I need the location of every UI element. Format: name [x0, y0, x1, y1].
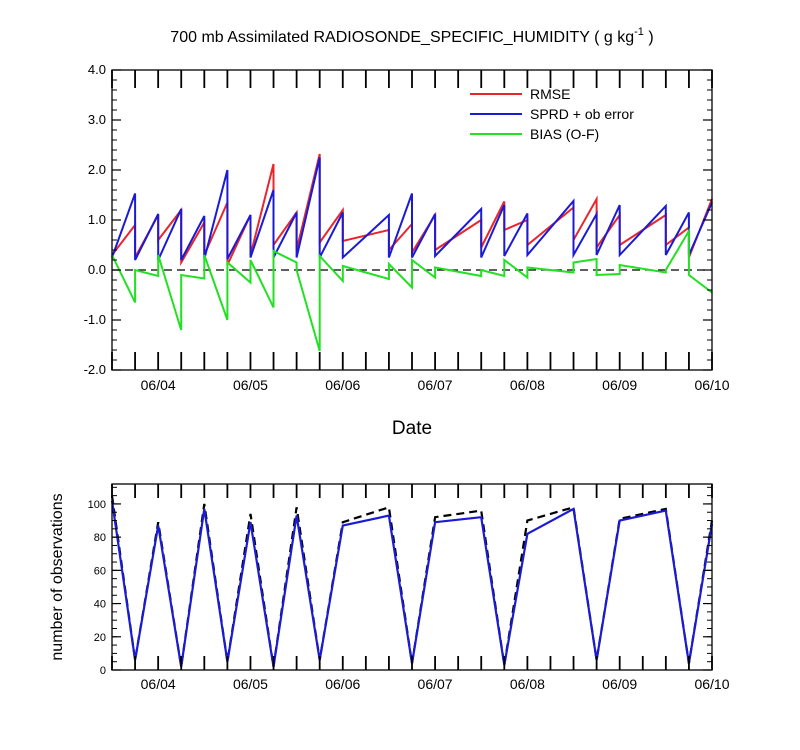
- y-tick-label: 2.0: [88, 162, 106, 177]
- legend-label: SPRD + ob error: [530, 106, 634, 122]
- bottom-plot: 0 20 40 60 80 100 06/04 06/05 06/06 06/07 06/08 06/…: [88, 483, 730, 692]
- bottom-series-group: [110, 495, 714, 667]
- x-tick-label: 06/05: [233, 377, 268, 393]
- x-tick-label: 06/04: [141, 377, 176, 393]
- x-tick-label: 06/09: [602, 676, 637, 692]
- top-plot: -2.0 -1.0 0.0 1.0 2.0 3.0 4.0 06/04 06/05 06/06 06…: [84, 62, 730, 393]
- x-tick-label: 06/09: [602, 377, 637, 393]
- series-line-used: [110, 500, 714, 667]
- y-tick-label: -2.0: [84, 362, 106, 377]
- y-tick-label: 1.0: [88, 212, 106, 227]
- y-tick-label: 40: [94, 599, 106, 611]
- legend: RMSE SPRD + ob error BIAS (O-F): [470, 86, 634, 142]
- legend-label: BIAS (O-F): [530, 126, 599, 142]
- y-tick-label: 20: [94, 632, 106, 644]
- x-tick-label: 06/06: [325, 377, 360, 393]
- bottom-plot-frame: [111, 483, 713, 671]
- y-tick-label: 4.0: [88, 62, 106, 77]
- y-tick-label: 3.0: [88, 112, 106, 127]
- series-line-bias-o-f-: [111, 227, 713, 352]
- x-tick-label: 06/07: [418, 676, 453, 692]
- x-tick-label: 06/08: [510, 377, 545, 393]
- chart-title: 700 mb Assimilated RADIOSONDE_SPECIFIC_H…: [170, 26, 653, 46]
- y-tick-label: 0.0: [88, 262, 106, 277]
- y-tick-label: 60: [94, 565, 106, 577]
- legend-label: RMSE: [530, 86, 570, 102]
- x-tick-label: 06/08: [510, 676, 545, 692]
- y-tick-label: 100: [88, 499, 106, 511]
- x-tick-label: 06/07: [418, 377, 453, 393]
- y-tick-label: 80: [94, 532, 106, 544]
- x-tick-label: 06/06: [325, 676, 360, 692]
- top-ticks: -2.0 -1.0 0.0 1.0 2.0 3.0 4.0 06/04 06/05 06/06 06…: [84, 62, 730, 393]
- chart-title-suffix: ): [644, 29, 654, 46]
- bottom-ticks: 0 20 40 60 80 100 06/04 06/05 06/06 06/07 06/08 06/…: [88, 484, 730, 692]
- x-axis-label: Date: [392, 418, 432, 439]
- chart-title-main: 700 mb Assimilated RADIOSONDE_SPECIFIC_H…: [170, 29, 634, 46]
- series-line-sprd-ob-error: [111, 157, 713, 261]
- top-series-group: [111, 153, 713, 352]
- x-tick-label: 06/05: [233, 676, 268, 692]
- y-tick-label: -1.0: [84, 312, 106, 327]
- y-axis-label-observations: number of observations: [49, 493, 66, 660]
- x-tick-label: 06/04: [141, 676, 176, 692]
- x-tick-label: 06/10: [694, 676, 729, 692]
- chart-title-exponent: -1: [634, 26, 644, 38]
- x-tick-label: 06/10: [694, 377, 729, 393]
- y-tick-label: 0: [100, 665, 106, 677]
